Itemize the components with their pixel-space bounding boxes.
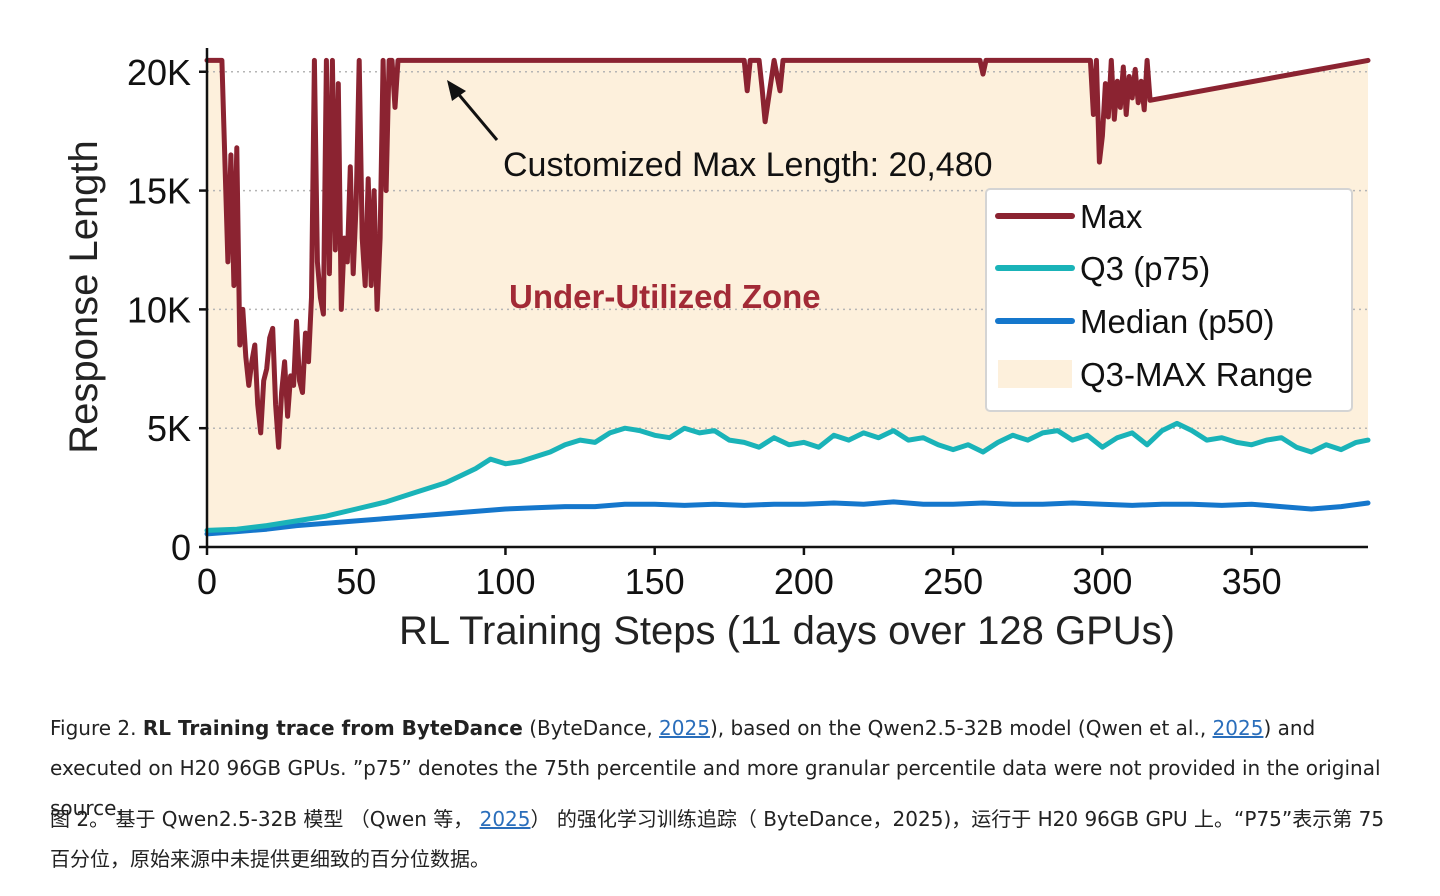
caption-zh-text-2: ） 的强化学习训练追踪（ ByteDance，2025)，运行于 H20 96G… bbox=[50, 807, 1385, 871]
citation-link-qwen-zh[interactable]: 2025 bbox=[479, 807, 531, 831]
legend-box bbox=[985, 188, 1353, 412]
x-tick-label-150: 150 bbox=[625, 561, 685, 602]
series-line-median bbox=[204, 499, 1371, 537]
x-axis-label: RL Training Steps (11 days over 128 GPUs… bbox=[399, 609, 1175, 653]
citation-link-qwen[interactable]: 2025 bbox=[1212, 716, 1264, 740]
q3-max-range-fill bbox=[207, 60, 1368, 531]
x-tick-label-350: 350 bbox=[1222, 561, 1282, 602]
annotations: Customized Max Length: 20,480 Under-Util… bbox=[447, 80, 993, 315]
y-tick-label-0: 0 bbox=[171, 527, 191, 568]
x-tick-label-300: 300 bbox=[1072, 561, 1132, 602]
x-tick-label-50: 50 bbox=[336, 561, 376, 602]
axes: 0 50 100 150 200 250 300 350 0 5K 10K 15K 20K RL Trai… bbox=[62, 48, 1368, 653]
x-tick-label-250: 250 bbox=[923, 561, 983, 602]
annotation-arrow-head bbox=[447, 80, 466, 101]
y-tick-label-20K: 20K bbox=[127, 52, 191, 93]
series-line-max bbox=[204, 57, 1371, 450]
chart-legend: Max Q3 (p75) Median (p50) Q3-MAX Range bbox=[985, 188, 1353, 412]
under-utilized-zone-label: Under-Utilized Zone bbox=[509, 278, 821, 315]
legend-swatch-range bbox=[998, 360, 1072, 388]
figure-caption-english: Figure 2. RL Training trace from ByteDan… bbox=[50, 708, 1410, 828]
y-tick-label-15K: 15K bbox=[127, 171, 191, 212]
legend-label-median: Median (p50) bbox=[1080, 303, 1274, 340]
range-fill-area bbox=[207, 60, 1368, 531]
legend-label-max: Max bbox=[1080, 198, 1143, 235]
series-lines bbox=[204, 57, 1371, 537]
caption-text-2: ), based on the Qwen2.5-32B model (Qwen … bbox=[709, 716, 1213, 740]
figure-caption-chinese: 图 2。 基于 Qwen2.5-32B 模型 （Qwen 等， 2025） 的强… bbox=[50, 799, 1410, 879]
legend-label-q3: Q3 (p75) bbox=[1080, 250, 1210, 287]
caption-figure-number: Figure 2. bbox=[50, 716, 137, 740]
x-tick-label-0: 0 bbox=[197, 561, 217, 602]
response-length-chart: 0 50 100 150 200 250 300 350 0 5K 10K 15K 20K RL Trai… bbox=[62, 48, 1371, 653]
y-tick-label-10K: 10K bbox=[127, 289, 191, 330]
caption-title: RL Training trace from ByteDance bbox=[142, 716, 523, 740]
annotation-arrow-shaft bbox=[453, 89, 499, 141]
legend-label-range: Q3-MAX Range bbox=[1080, 356, 1313, 393]
x-tick-label-100: 100 bbox=[475, 561, 535, 602]
max-length-annotation: Customized Max Length: 20,480 bbox=[503, 146, 993, 184]
x-tick-label-200: 200 bbox=[774, 561, 834, 602]
caption-text-1: (ByteDance, bbox=[529, 716, 660, 740]
series-line-q3 bbox=[204, 420, 1371, 533]
citation-link-bytedance[interactable]: 2025 bbox=[659, 716, 710, 740]
y-axis-label: Response Length bbox=[62, 140, 106, 454]
caption-zh-text-1: 图 2。 基于 Qwen2.5-32B 模型 （Qwen 等， bbox=[50, 807, 480, 831]
caption-text-3: ) and executed on H20 96GB GPUs. ”p75” d… bbox=[50, 716, 1381, 820]
y-tick-label-5K: 5K bbox=[147, 408, 191, 449]
